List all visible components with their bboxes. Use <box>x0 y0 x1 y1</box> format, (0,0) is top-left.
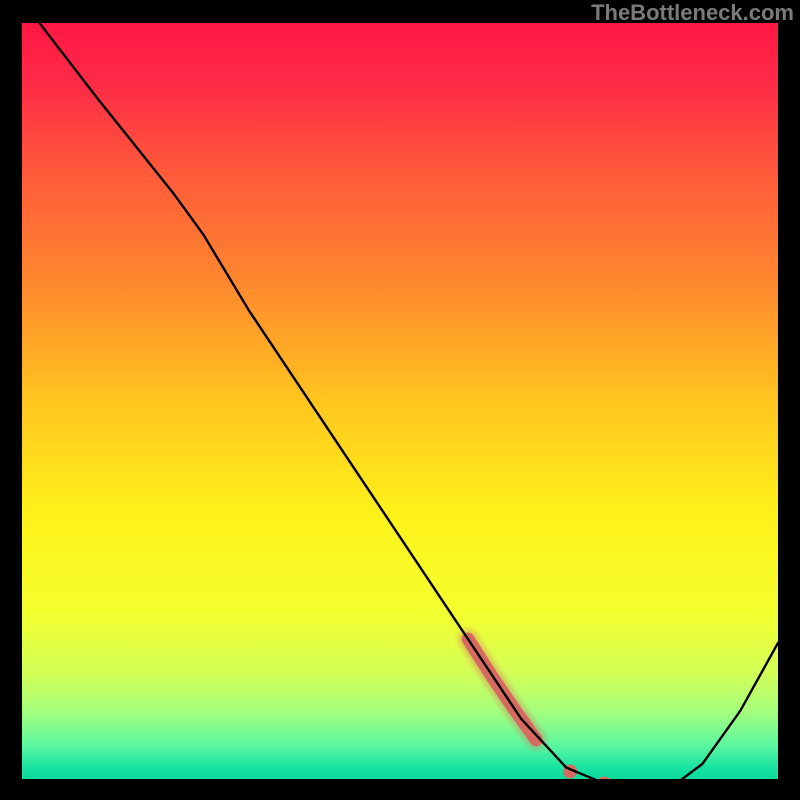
bottleneck-chart <box>0 0 800 800</box>
gradient-background <box>22 23 778 779</box>
attribution-label: TheBottleneck.com <box>591 0 794 26</box>
plot-area <box>22 0 778 793</box>
